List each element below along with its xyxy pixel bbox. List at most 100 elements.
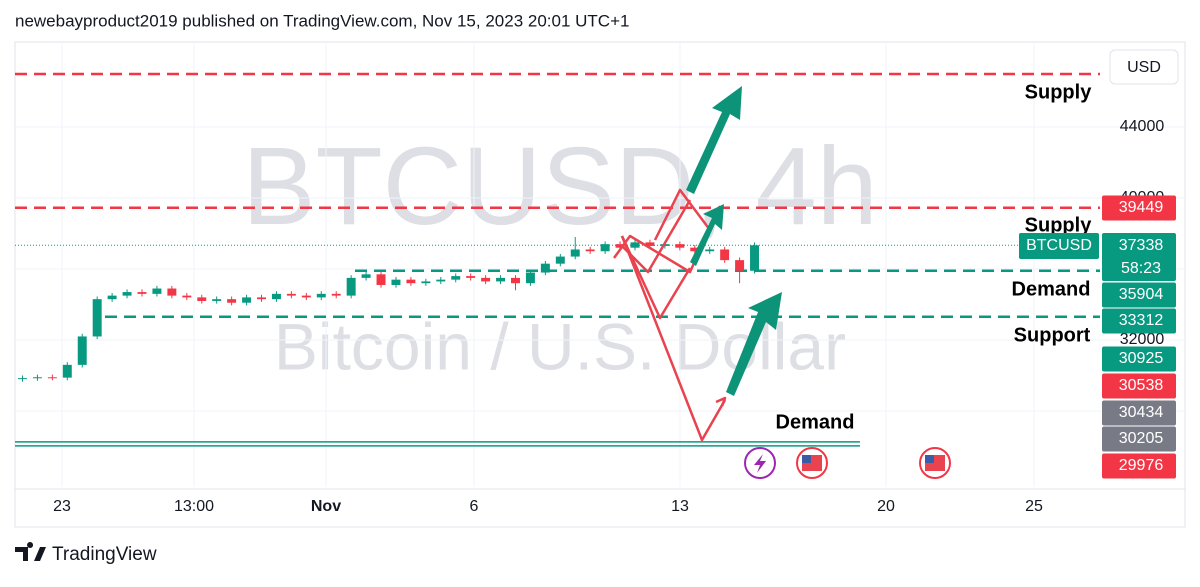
price-label: 35904 xyxy=(1119,286,1164,303)
green-arrow xyxy=(690,204,724,266)
y-tick-label: 44000 xyxy=(1120,118,1165,135)
price-label-box xyxy=(1102,195,1176,221)
candle-body xyxy=(271,293,281,300)
red-path xyxy=(620,235,692,320)
event-icon-flag xyxy=(925,455,934,463)
candle-body xyxy=(331,293,341,296)
x-tick-label: 25 xyxy=(1025,498,1043,515)
grid xyxy=(15,42,1185,487)
price-axis: 4400040000360003200028000394493733835904… xyxy=(1019,118,1176,479)
x-tick-label: 13 xyxy=(671,498,689,515)
price-label: 37338 xyxy=(1119,237,1164,254)
candle-body xyxy=(690,247,700,252)
annotation: Demand xyxy=(776,411,855,433)
candle-body xyxy=(555,256,565,264)
candle-body xyxy=(227,299,237,303)
candle-body xyxy=(107,295,117,300)
red-arrowhead xyxy=(715,396,727,407)
event-icons xyxy=(744,447,951,479)
candle-body xyxy=(570,249,580,257)
price-label-box xyxy=(1102,233,1176,281)
price-label-box xyxy=(1102,400,1176,426)
levels xyxy=(15,72,1100,447)
candle-body xyxy=(720,249,730,261)
candle-body xyxy=(92,299,102,337)
candle-body xyxy=(32,377,42,379)
candle-body xyxy=(675,244,685,248)
candle-body xyxy=(47,377,57,379)
candle-body xyxy=(17,378,27,380)
red-path xyxy=(620,235,727,442)
countdown: 58:23 xyxy=(1121,260,1161,277)
candle-body xyxy=(257,297,266,300)
annotation: Supply xyxy=(1025,214,1093,236)
candle-body xyxy=(645,242,655,246)
price-label: 33312 xyxy=(1119,312,1164,329)
price-label-box xyxy=(1102,282,1176,308)
candle-body xyxy=(122,292,132,296)
candle-body xyxy=(735,260,745,271)
currency: USD xyxy=(1127,59,1161,76)
y-tick-label: 32000 xyxy=(1120,331,1165,348)
candle-body xyxy=(615,244,625,248)
green-arrow xyxy=(726,292,782,396)
candle-body xyxy=(242,297,252,303)
price-label: 30434 xyxy=(1119,404,1164,421)
candle-body xyxy=(361,274,371,278)
logo-mark xyxy=(15,542,46,561)
price-label: 39449 xyxy=(1119,199,1164,216)
price-label-box xyxy=(1102,346,1176,372)
candle-body xyxy=(750,245,760,271)
price-label: 30205 xyxy=(1119,430,1164,447)
event-icon-flag xyxy=(802,455,811,463)
candle-body xyxy=(451,276,461,280)
candle-body xyxy=(496,277,506,282)
header: newebayproduct2019 published on TradingV… xyxy=(15,11,629,30)
candle-body xyxy=(182,295,192,298)
green-arrow xyxy=(686,86,742,194)
candle-body xyxy=(137,292,147,294)
footer: TradingView xyxy=(52,544,157,565)
candle-body xyxy=(391,279,401,285)
candle-body xyxy=(585,249,595,252)
candle-body xyxy=(540,263,550,273)
candle-body xyxy=(212,299,222,301)
price-label-box xyxy=(1102,373,1176,399)
drawings xyxy=(612,86,782,442)
candle-body xyxy=(301,295,311,298)
currency-box xyxy=(1109,49,1179,85)
candle-body xyxy=(62,364,72,378)
candle-body xyxy=(167,288,177,296)
symbol-label-box xyxy=(1019,233,1099,259)
candle-body xyxy=(705,249,715,252)
x-tick-label: Nov xyxy=(311,498,341,515)
symbol-label: BTCUSD xyxy=(1026,237,1092,254)
x-tick-label: 6 xyxy=(470,498,479,515)
candle-body xyxy=(346,277,356,296)
candle-body xyxy=(436,279,446,282)
x-tick-label: 23 xyxy=(53,498,71,515)
annotation: Support xyxy=(1014,324,1091,346)
price-label-box xyxy=(1102,453,1176,479)
candle-body xyxy=(77,336,87,365)
price-label: 30538 xyxy=(1119,377,1164,394)
red-path xyxy=(621,199,692,274)
candle-body xyxy=(466,276,476,278)
price-label-box xyxy=(1102,426,1176,452)
candle-body xyxy=(152,288,162,294)
candle-body xyxy=(511,277,520,284)
price-label-box xyxy=(1102,308,1176,334)
red-path xyxy=(653,188,711,241)
candle-body xyxy=(316,293,326,298)
candle-body xyxy=(197,297,207,301)
candle-body xyxy=(421,281,431,284)
candle-body xyxy=(600,244,610,252)
price-label: 30925 xyxy=(1119,350,1164,367)
annotations: Supply Supply Demand Support Demand xyxy=(776,81,1093,433)
watermark-title: BTCUSD, 4h xyxy=(242,125,878,248)
candle-body xyxy=(630,242,640,248)
candle-body xyxy=(406,279,416,284)
chart-frame xyxy=(14,41,1186,528)
event-icon-bolt xyxy=(754,454,766,473)
